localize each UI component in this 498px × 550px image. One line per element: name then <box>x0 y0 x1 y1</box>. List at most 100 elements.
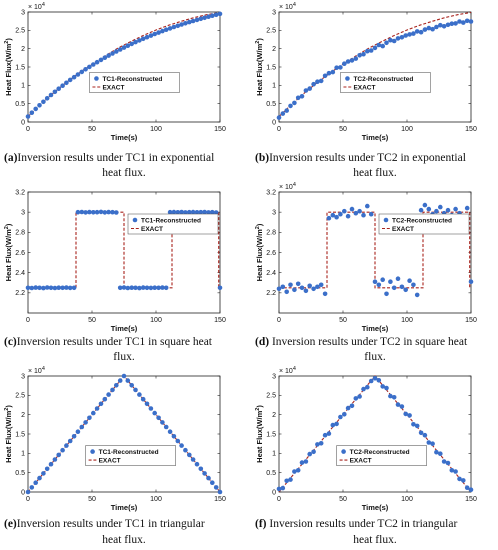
data-point <box>175 438 181 444</box>
data-point <box>67 77 73 83</box>
data-point <box>117 47 123 52</box>
data-point <box>292 469 297 474</box>
data-point <box>361 212 366 218</box>
y-tick-label: 3 <box>272 373 276 380</box>
data-point <box>361 386 366 392</box>
data-point <box>461 478 466 483</box>
data-point <box>403 411 409 417</box>
data-point <box>140 36 146 42</box>
data-point <box>217 285 223 291</box>
data-point <box>64 80 69 86</box>
y-tick-label: 0 <box>21 489 25 496</box>
caption-d-text: Inversion results under TC2 in square he… <box>269 336 468 348</box>
caption-c-label: (c) <box>4 336 17 348</box>
series-group <box>25 209 223 291</box>
legend-marker-points <box>90 449 95 454</box>
data-point <box>349 206 355 212</box>
data-point <box>299 94 305 99</box>
data-point <box>426 206 432 212</box>
data-point <box>144 401 150 407</box>
data-point <box>160 285 165 290</box>
data-point <box>179 443 184 448</box>
x-tick-label: 150 <box>465 317 477 324</box>
data-point <box>198 466 204 472</box>
data-point <box>48 285 54 291</box>
data-point <box>213 210 219 215</box>
y-multiplier-exp: 4 <box>42 366 45 372</box>
data-point <box>183 21 188 26</box>
data-point <box>98 401 104 407</box>
data-point <box>414 29 420 34</box>
data-point <box>441 459 447 464</box>
x-tick-label: 0 <box>277 317 281 324</box>
data-point <box>399 284 405 290</box>
data-point <box>198 209 204 215</box>
data-point <box>48 461 54 467</box>
data-point <box>315 442 320 447</box>
x-axis-label: Time(s) <box>362 503 389 512</box>
data-point <box>79 424 85 430</box>
legend-marker-points <box>132 217 138 223</box>
caption-d-line1: (d) Inversion results under TC2 in squar… <box>255 336 468 348</box>
y-tick-label: 3 <box>272 9 276 16</box>
data-point <box>342 208 347 214</box>
legend-box <box>127 213 219 235</box>
y-axis-label: Heat Flux(W/m2) <box>4 38 13 96</box>
data-point <box>25 114 31 119</box>
data-point <box>41 99 46 105</box>
legend-box <box>85 445 176 466</box>
data-point <box>434 449 439 455</box>
data-point <box>384 40 389 46</box>
data-point <box>438 204 443 210</box>
data-point <box>202 15 207 21</box>
y-multiplier-exp: 4 <box>293 2 296 8</box>
data-point <box>167 429 173 435</box>
data-point <box>202 209 207 215</box>
x-tick-label: 150 <box>214 126 226 133</box>
caption-b-text: Inversion results under TC2 in exponenti… <box>269 152 466 164</box>
data-point <box>152 31 157 37</box>
data-point <box>29 285 35 291</box>
data-point <box>399 35 405 40</box>
data-point <box>94 209 100 215</box>
data-point <box>213 12 219 18</box>
x-tick-label: 100 <box>150 126 162 133</box>
data-point <box>133 39 138 45</box>
chart-d: 0 50 100 150 2.2 2.4 2.6 2.8 3 3.2× 104 Time(s) Hea… <box>255 182 477 333</box>
data-point <box>365 203 370 209</box>
data-point <box>114 49 119 54</box>
x-axis-label: Time(s) <box>111 133 138 142</box>
data-point <box>299 285 305 291</box>
data-point <box>318 441 324 446</box>
data-point <box>98 57 104 63</box>
data-point <box>52 89 58 95</box>
data-point <box>464 485 470 491</box>
data-point <box>56 285 61 291</box>
data-point <box>438 22 443 28</box>
data-point <box>445 22 451 28</box>
data-point <box>407 278 412 284</box>
data-point <box>395 36 401 41</box>
data-point <box>292 287 297 293</box>
x-axis-label: Time(s) <box>362 133 389 142</box>
y-tick-label: 0 <box>272 489 276 496</box>
data-point <box>110 51 115 56</box>
caption-f-label: (f) <box>255 518 267 530</box>
data-point <box>206 210 211 215</box>
caption-f-line2: heat flux. <box>353 534 397 546</box>
legend-label-exact: EXACT <box>353 84 375 91</box>
data-point <box>414 292 420 298</box>
y-tick-label: 3 <box>21 373 25 380</box>
x-tick-label: 50 <box>88 317 96 324</box>
y-tick-label: 2 <box>272 46 276 53</box>
data-point <box>430 441 435 447</box>
data-point <box>156 285 161 291</box>
y-tick-label: 2.5 <box>15 28 25 35</box>
legend-marker-points <box>94 76 99 81</box>
exact-line <box>27 11 221 117</box>
y-tick-label: 3 <box>21 9 25 16</box>
y-tick-label: 2.8 <box>15 230 25 237</box>
y-tick-label: 1.5 <box>266 431 276 438</box>
data-point <box>334 65 339 70</box>
